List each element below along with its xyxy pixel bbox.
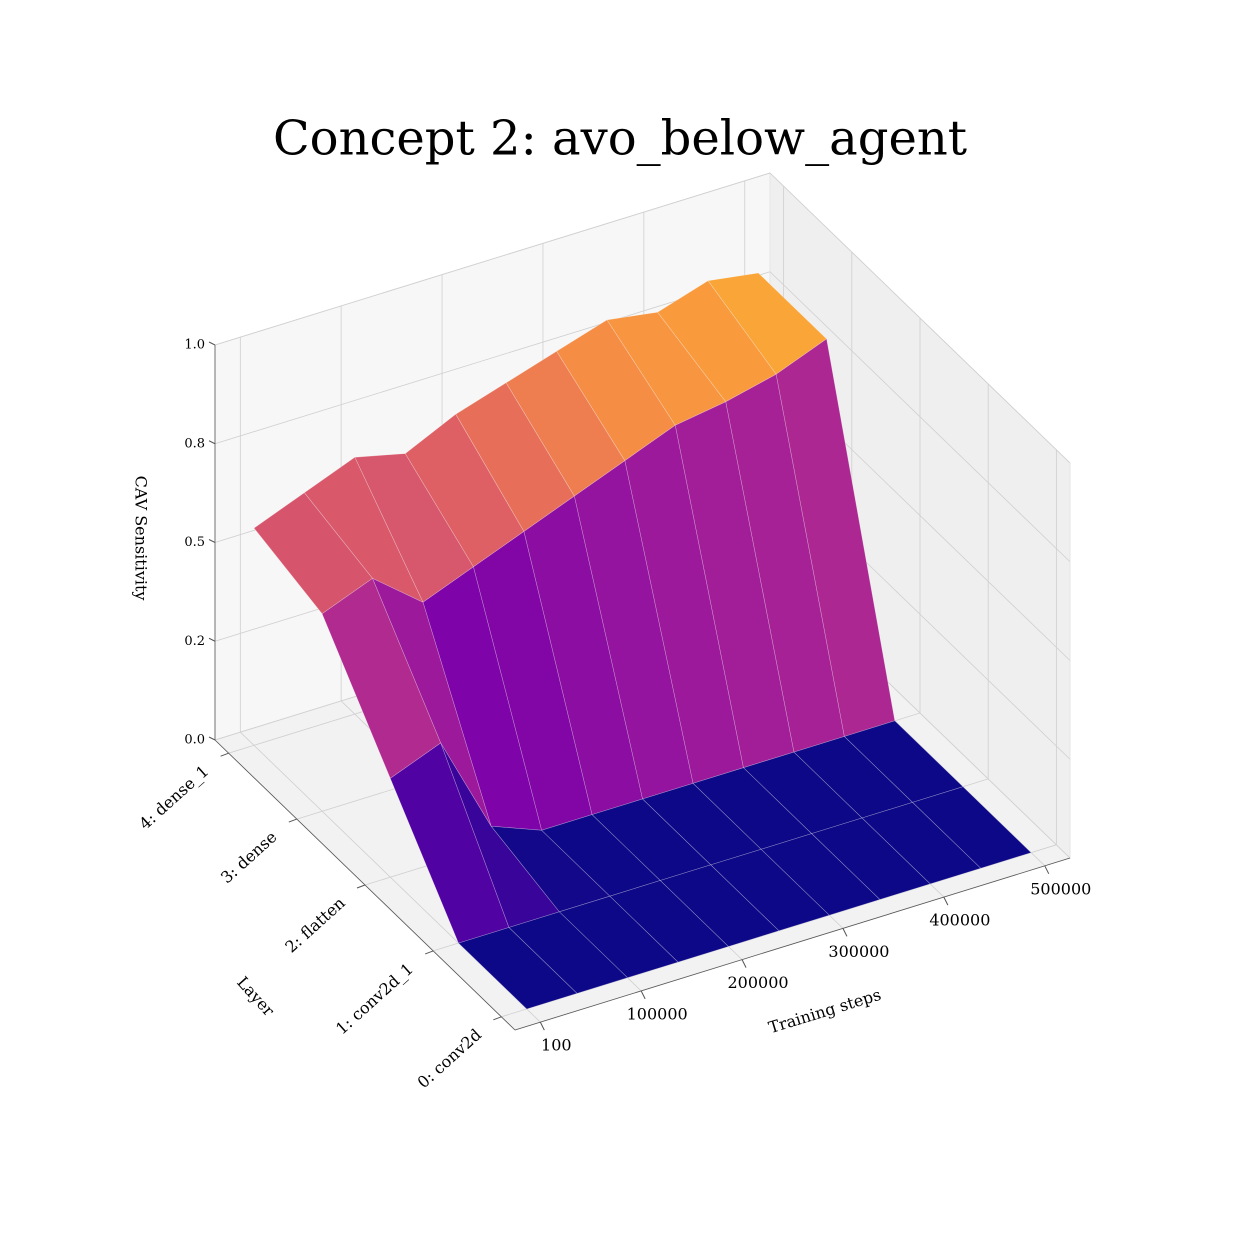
y-tick-label: 0: conv2d <box>414 1025 485 1092</box>
surface-face <box>303 456 424 603</box>
x-tick <box>640 990 646 1000</box>
y-tick-label: 2: flatten <box>281 893 348 956</box>
chart-title: Concept 2: avo_below_agent <box>273 111 967 167</box>
x-tick-label: 200000 <box>728 973 789 992</box>
surface-face <box>371 577 492 827</box>
surface-face <box>404 413 525 568</box>
x-tick <box>1044 865 1050 875</box>
y-axis-label: Layer <box>233 973 278 1020</box>
z-tick-label: 0.8 <box>184 436 205 451</box>
z-axis-label: CAV Sensitivity <box>132 476 151 601</box>
y-tick-label: 4: dense_1 <box>135 761 212 833</box>
y-tick <box>220 752 229 757</box>
x-tick <box>741 959 747 968</box>
x-tick-label: 500000 <box>1030 879 1091 898</box>
axis-line <box>514 857 1071 1031</box>
z-tick <box>208 440 216 445</box>
z-tick-label: 0.0 <box>184 733 205 748</box>
grid-line <box>769 271 1071 563</box>
x-tick-label: 300000 <box>828 942 889 961</box>
grid-line <box>769 172 1071 464</box>
x-tick-label: 400000 <box>929 911 990 930</box>
z-tick-label: 0.2 <box>184 634 205 649</box>
y-tick-label: 3: dense <box>217 827 281 887</box>
grid-line <box>214 172 771 346</box>
y-tick <box>288 818 297 823</box>
z-tick <box>208 736 216 741</box>
z-tick <box>208 637 216 642</box>
y-tick-label: 1: conv2d_1 <box>332 959 417 1038</box>
y-tick <box>425 950 434 955</box>
x-axis-label: Training steps <box>766 985 883 1037</box>
z-tick-label: 0.5 <box>184 535 205 550</box>
x-tick <box>943 896 949 906</box>
surface-face <box>457 927 578 1010</box>
x-tick-label: 100000 <box>627 1004 688 1023</box>
y-tick <box>493 1016 502 1021</box>
x-tick <box>539 1021 545 1031</box>
z-tick-label: 1.0 <box>184 338 205 353</box>
y-tick <box>356 884 366 889</box>
x-tick <box>842 928 848 937</box>
surface-face <box>321 577 442 779</box>
z-tick <box>208 539 216 543</box>
z-tick <box>208 341 216 346</box>
x-tick-label: 100 <box>541 1036 572 1055</box>
